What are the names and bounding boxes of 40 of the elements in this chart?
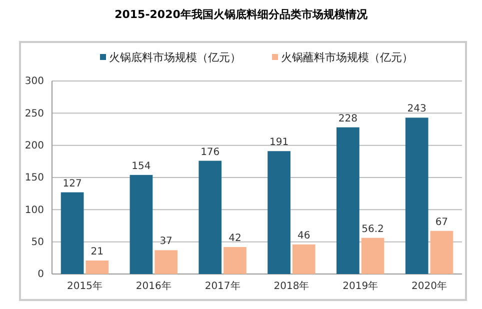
y-tick-label: 50 xyxy=(31,237,44,248)
y-tick-label: 150 xyxy=(24,172,44,184)
bar xyxy=(86,260,109,274)
bar xyxy=(268,151,290,274)
data-label: 46 xyxy=(298,230,310,242)
legend-label: 火锅底料市场规模（亿元） xyxy=(109,51,241,64)
x-tick-label: 2017年 xyxy=(204,280,240,292)
y-tick-label: 0 xyxy=(38,269,44,280)
y-tick-label: 100 xyxy=(24,204,44,216)
y-tick-label: 250 xyxy=(24,108,44,120)
bar xyxy=(154,250,178,274)
data-label: 67 xyxy=(435,216,448,228)
bar xyxy=(292,244,316,274)
bar xyxy=(336,127,360,274)
data-label: 176 xyxy=(200,146,220,158)
data-label: 21 xyxy=(90,246,104,258)
data-label: 191 xyxy=(269,137,289,148)
bar xyxy=(361,238,384,274)
data-label: 243 xyxy=(407,104,426,115)
data-label: 154 xyxy=(132,160,151,172)
x-tick-label: 2019年 xyxy=(342,280,378,292)
x-tick-label: 2015年 xyxy=(67,280,102,292)
legend-label: 火锅蘸料市场规模（亿元） xyxy=(281,51,413,64)
bar xyxy=(198,160,222,274)
chart-title: 2015-2020年我国火锅底料细分品类市场规模情况 xyxy=(114,8,368,21)
data-label: 37 xyxy=(160,236,172,248)
bar xyxy=(405,118,428,274)
x-tick-label: 2016年 xyxy=(136,280,172,292)
bar xyxy=(130,174,153,274)
x-tick-label: 2018年 xyxy=(274,280,310,292)
data-label: 56.2 xyxy=(362,224,384,235)
x-tick-label: 2020年 xyxy=(412,280,447,292)
data-label: 42 xyxy=(228,232,242,244)
y-tick-label: 200 xyxy=(24,140,44,152)
y-tick-label: 300 xyxy=(24,76,44,88)
data-label: 228 xyxy=(338,113,358,124)
bar xyxy=(224,246,246,274)
bar xyxy=(60,192,84,274)
bar xyxy=(430,230,454,274)
data-label: 127 xyxy=(62,178,82,190)
